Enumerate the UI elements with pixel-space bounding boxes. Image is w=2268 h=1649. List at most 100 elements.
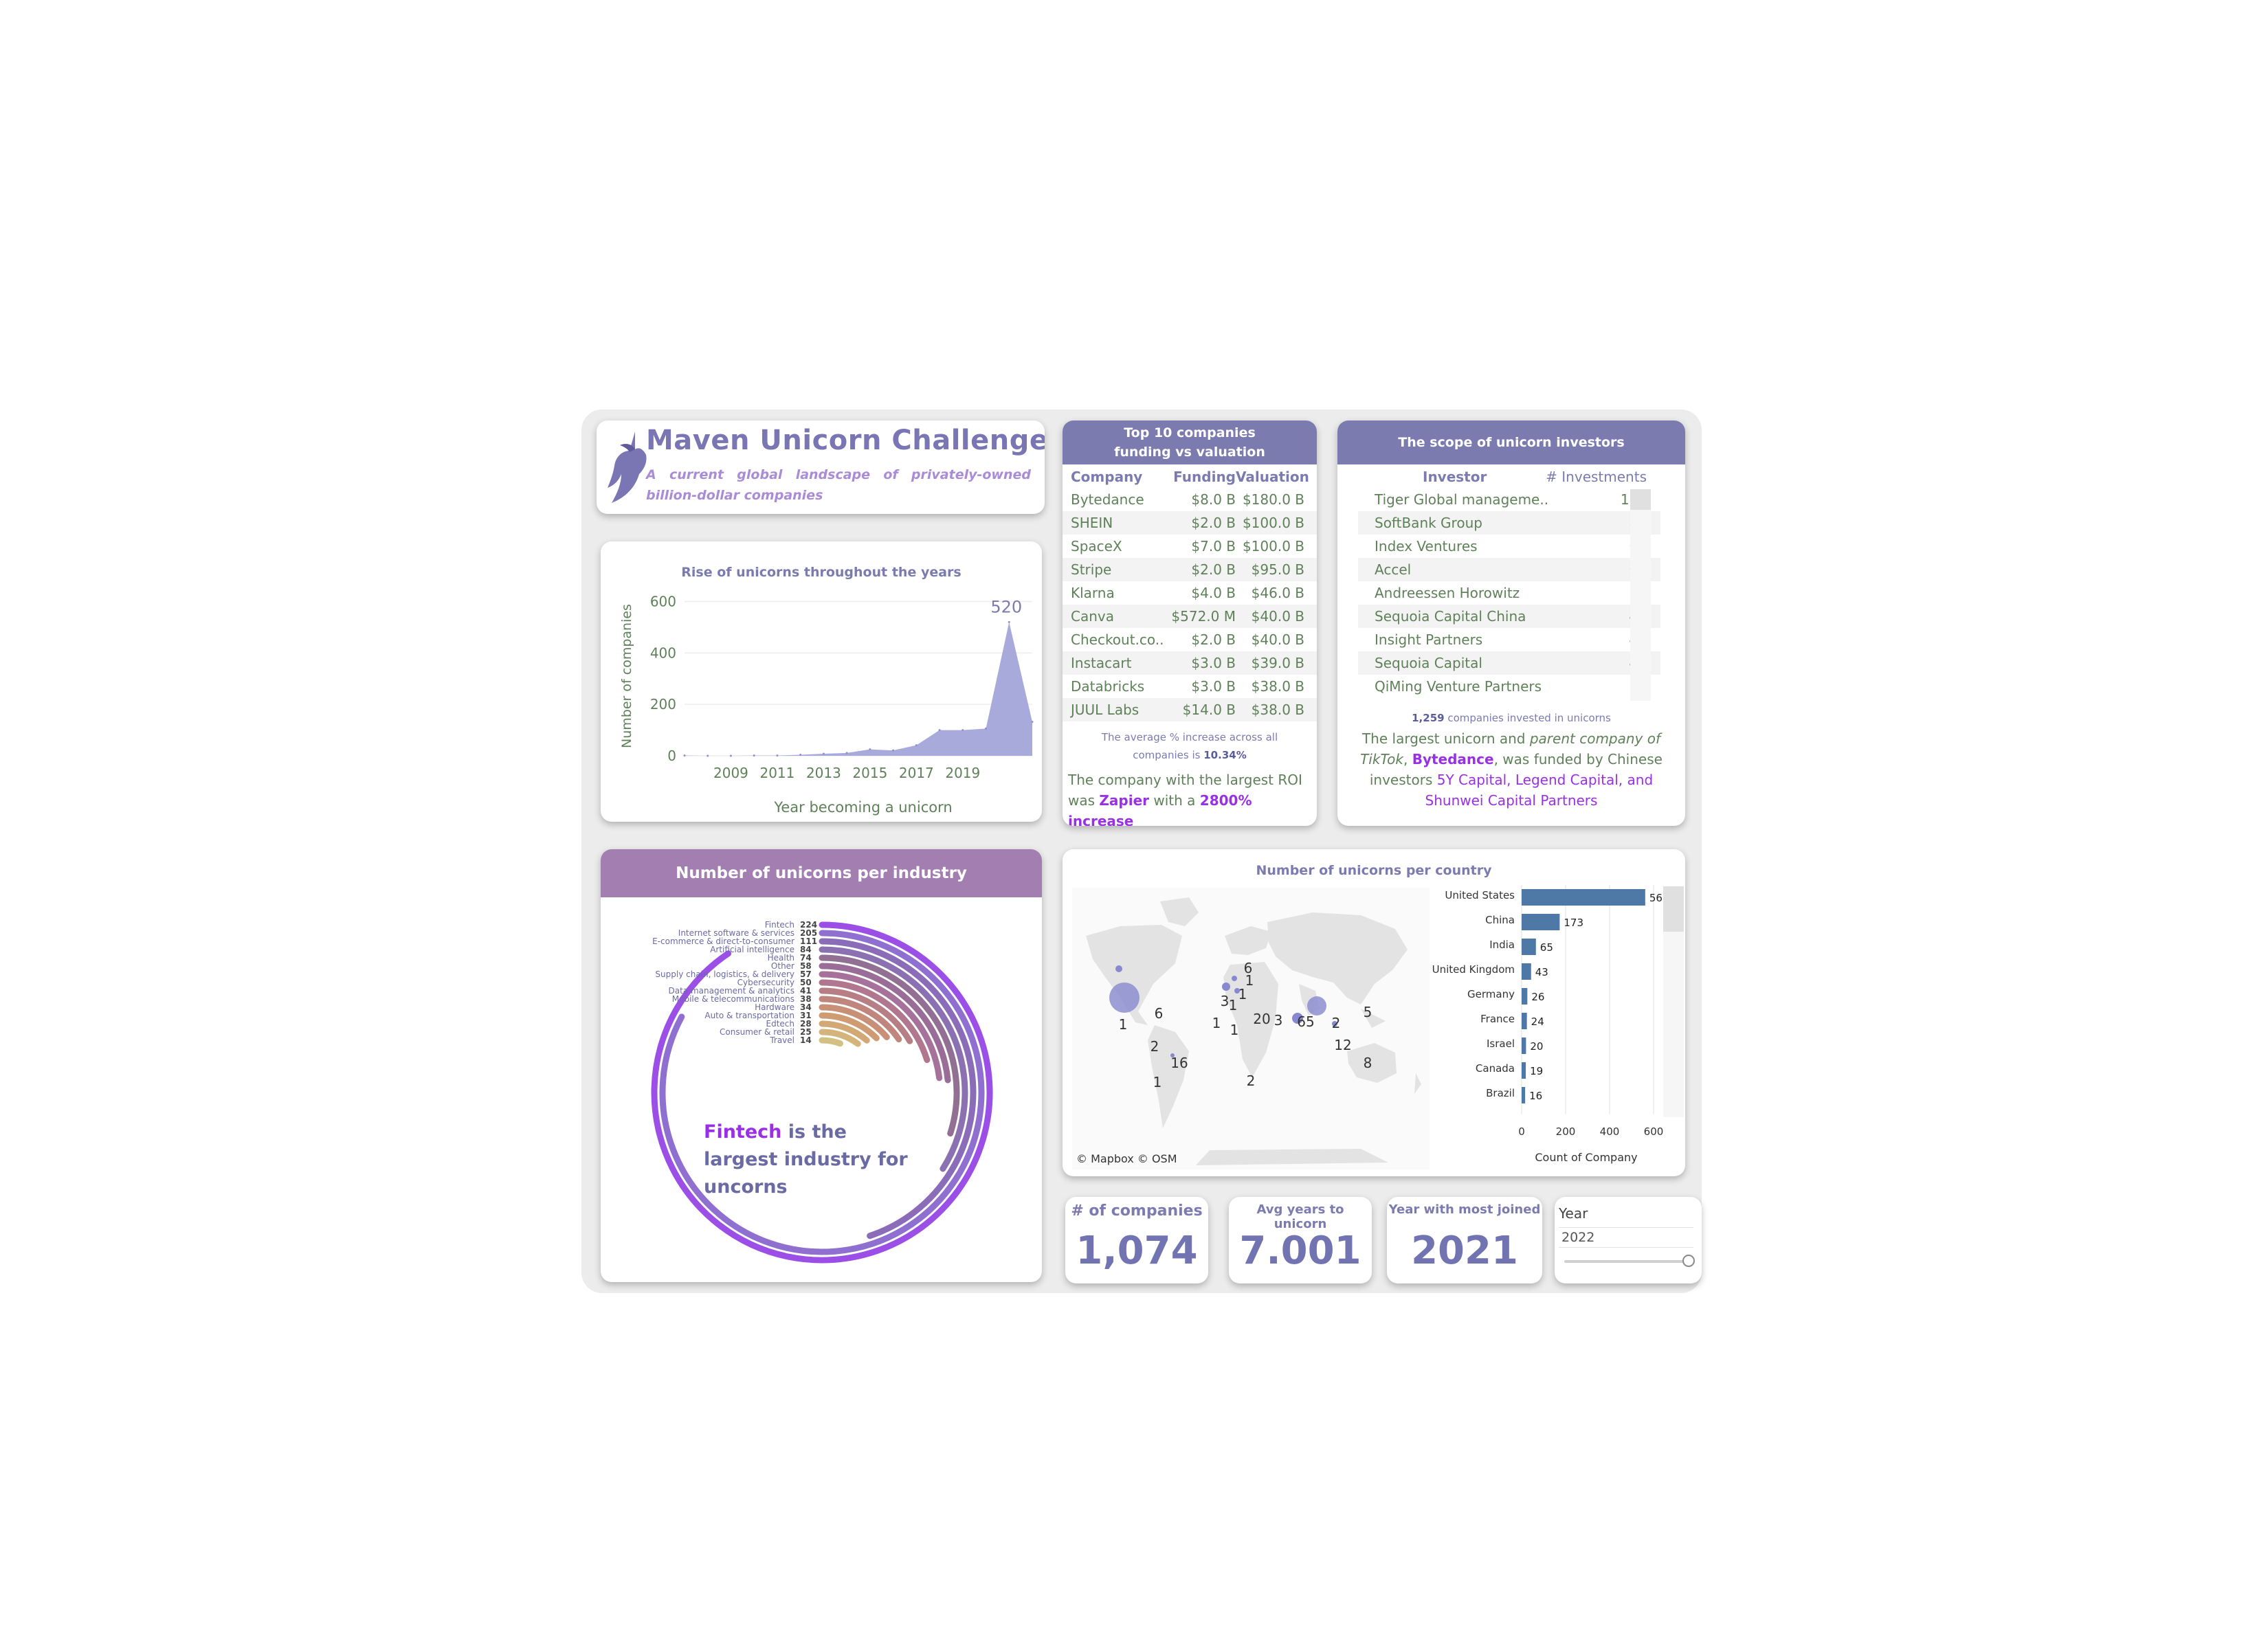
industry-arc[interactable] <box>819 938 977 1239</box>
investor-row[interactable]: SoftBank Group86 <box>1358 511 1660 535</box>
industry-arc[interactable] <box>819 1037 843 1047</box>
investor-row[interactable]: Insight Partners47 <box>1358 628 1660 651</box>
investor-row[interactable]: Sequoia Capital China48 <box>1358 605 1660 628</box>
country-bar[interactable] <box>1522 914 1560 930</box>
top10-row[interactable]: Klarna $4.0 B $46.0 B <box>1063 581 1317 605</box>
industry-arc[interactable] <box>819 1012 880 1042</box>
industry-arc[interactable] <box>819 963 951 1084</box>
company-cell: SHEIN <box>1071 515 1113 531</box>
country-bar[interactable] <box>1522 963 1531 980</box>
country-label: India <box>1489 939 1515 951</box>
valuation-cell: $180.0 B <box>1242 491 1304 508</box>
industry-arc[interactable] <box>819 1029 861 1047</box>
industry-arc[interactable] <box>651 921 993 1264</box>
map-count: 6 <box>1155 1005 1164 1022</box>
country-label: Canada <box>1476 1062 1515 1075</box>
country-bar[interactable] <box>1522 1013 1527 1029</box>
investor-name-cell: Sequoia Capital China <box>1375 608 1526 625</box>
industry-arc[interactable] <box>819 987 913 1044</box>
year-slider-thumb[interactable] <box>1682 1255 1695 1267</box>
rise-point[interactable] <box>729 754 732 757</box>
industry-arc[interactable] <box>819 1004 890 1040</box>
col-company[interactable]: Company <box>1071 469 1143 485</box>
x-tick-label: 2011 <box>759 765 794 781</box>
top10-row[interactable]: Checkout.co.. $2.0 B $40.0 B <box>1063 628 1317 651</box>
country-bar[interactable] <box>1522 889 1645 906</box>
investor-row[interactable]: Tiger Global manageme..110 <box>1358 488 1660 511</box>
rise-chart-title: Rise of unicorns throughout the years <box>681 565 961 580</box>
rise-point[interactable] <box>961 729 964 732</box>
top10-row[interactable]: Instacart $3.0 B $39.0 B <box>1063 651 1317 675</box>
rise-point[interactable] <box>683 754 686 757</box>
top10-row[interactable]: Canva $572.0 M $40.0 B <box>1063 605 1317 628</box>
rise-point[interactable] <box>938 729 941 732</box>
top10-row[interactable]: Databricks $3.0 B $38.0 B <box>1063 675 1317 698</box>
industry-arc[interactable] <box>819 996 902 1043</box>
top10-row[interactable]: Bytedance $8.0 B $180.0 B <box>1063 488 1317 511</box>
valuation-cell: $46.0 B <box>1251 585 1304 601</box>
industry-arc[interactable] <box>659 930 985 1255</box>
investor-row[interactable]: Index Ventures66 <box>1358 535 1660 558</box>
industry-value: 25 <box>800 1027 812 1037</box>
country-bar[interactable] <box>1522 988 1528 1005</box>
valuation-cell: $38.0 B <box>1251 678 1304 695</box>
year-filter-input[interactable]: 2022 <box>1559 1227 1693 1248</box>
map-credit: © Mapbox © OSM <box>1076 1152 1177 1165</box>
rise-point[interactable] <box>753 754 755 757</box>
top10-table: Company Funding Valuation Bytedance $8.0 … <box>1063 466 1317 721</box>
country-bar[interactable] <box>1522 1037 1526 1054</box>
rise-point[interactable] <box>845 752 848 754</box>
investors-scrollbar[interactable] <box>1630 489 1651 701</box>
investor-row[interactable]: Andreessen Horowitz53 <box>1358 581 1660 605</box>
investors-scroll-thumb[interactable] <box>1630 489 1651 510</box>
map-count: 65 <box>1297 1013 1314 1030</box>
investor-name-cell: Tiger Global manageme.. <box>1375 491 1549 508</box>
industry-value: 58 <box>800 961 812 971</box>
country-scroll-thumb[interactable] <box>1663 886 1684 932</box>
top10-row[interactable]: Stripe $2.0 B $95.0 B <box>1063 558 1317 581</box>
investor-row[interactable]: Sequoia Capital47 <box>1358 651 1660 675</box>
country-bar[interactable] <box>1522 939 1536 955</box>
rise-area[interactable] <box>685 622 1032 756</box>
country-card: Number of unicorns per country <box>1063 849 1685 1176</box>
rise-point[interactable] <box>799 754 802 756</box>
col-investor[interactable]: Investor <box>1423 469 1487 485</box>
year-slider-track[interactable] <box>1564 1260 1685 1263</box>
top10-row[interactable]: SHEIN $2.0 B $100.0 B <box>1063 511 1317 535</box>
rise-point[interactable] <box>1031 721 1034 723</box>
country-bar[interactable] <box>1522 1087 1526 1103</box>
rise-point[interactable] <box>892 749 895 752</box>
rise-point[interactable] <box>707 754 709 757</box>
rise-point[interactable] <box>985 727 988 730</box>
top10-row[interactable]: SpaceX $7.0 B $100.0 B <box>1063 535 1317 558</box>
rise-point[interactable] <box>1008 620 1010 623</box>
country-bar[interactable] <box>1522 1062 1526 1079</box>
map-count: 3 <box>1274 1012 1283 1029</box>
map-count: 2 <box>1332 1015 1341 1031</box>
industry-label: Artificial intelligence <box>710 945 794 954</box>
industry-arc[interactable] <box>819 946 968 1172</box>
top10-row[interactable]: JUUL Labs $14.0 B $38.0 B <box>1063 698 1317 721</box>
roi-value: 2800% increase <box>1068 792 1252 826</box>
top10-header-row: Company Funding Valuation <box>1063 466 1317 488</box>
industry-arc[interactable] <box>819 954 960 1137</box>
industry-arc[interactable] <box>819 1020 870 1044</box>
col-valuation[interactable]: Valuation <box>1236 469 1309 485</box>
map-count: 12 <box>1334 1037 1351 1053</box>
rise-point[interactable] <box>915 744 918 747</box>
col-funding[interactable]: Funding <box>1173 469 1236 485</box>
industry-message: Fintech is the largest industry for unco… <box>704 1121 908 1198</box>
investor-row[interactable]: Accel60 <box>1358 558 1660 581</box>
rise-point[interactable] <box>776 754 779 757</box>
x-tick-label: 2013 <box>806 765 841 781</box>
investor-name-cell: Insight Partners <box>1375 631 1483 648</box>
country-scrollbar[interactable] <box>1663 886 1684 1117</box>
rise-point[interactable] <box>869 748 871 751</box>
investor-row[interactable]: QiMing Venture Partners36 <box>1358 675 1660 698</box>
industry-arc[interactable] <box>819 979 931 1064</box>
col-investments[interactable]: # Investments <box>1546 469 1647 485</box>
industry-arc[interactable] <box>819 971 943 1081</box>
rise-point[interactable] <box>822 752 825 755</box>
kpi-avg-years: Avg years to unicorn 7.001 <box>1229 1197 1372 1283</box>
